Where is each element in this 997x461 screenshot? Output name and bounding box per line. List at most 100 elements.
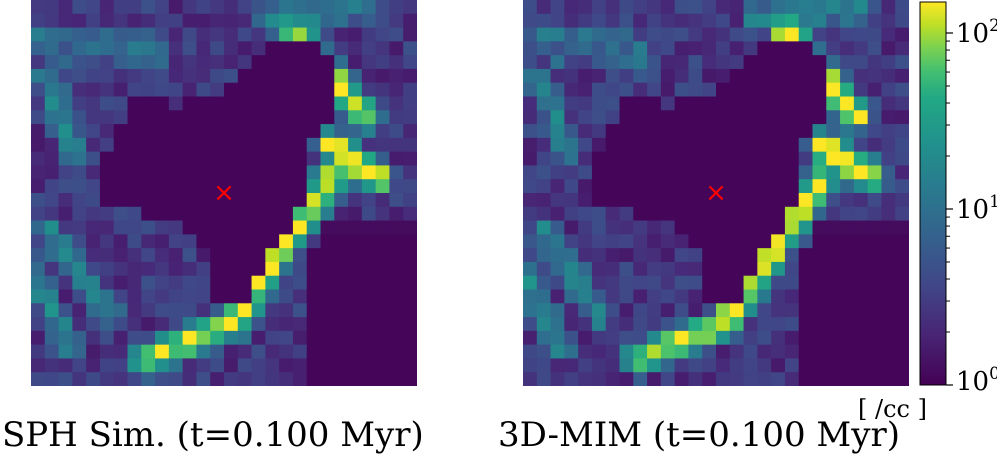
sph-cell xyxy=(403,261,417,277)
sph-cell xyxy=(58,165,73,180)
mim-cell xyxy=(771,261,786,277)
sph-cell xyxy=(334,220,349,235)
mim-cell xyxy=(605,82,620,97)
mim-cell xyxy=(812,344,827,359)
mim-cell xyxy=(523,220,538,235)
sph-cell xyxy=(44,179,59,194)
sph-cell xyxy=(99,330,115,346)
sph-cell xyxy=(31,55,46,70)
mim-cell xyxy=(729,344,744,359)
sph-cell xyxy=(389,317,404,332)
mim-cell xyxy=(812,372,827,386)
mim-cell xyxy=(660,179,676,194)
sph-cell xyxy=(141,372,156,386)
sph-cell xyxy=(292,27,308,42)
mim-cell xyxy=(702,41,717,56)
sph-cell xyxy=(113,234,128,249)
mim-cell xyxy=(716,303,731,318)
sph-cell xyxy=(113,41,128,56)
sph-cell xyxy=(86,275,101,290)
mim-cell xyxy=(688,358,703,373)
mim-cell xyxy=(591,261,607,277)
sph-cell xyxy=(389,206,404,221)
mim-cell xyxy=(660,330,676,346)
mim-cell xyxy=(743,261,758,277)
mim-cell xyxy=(853,275,869,290)
sph-cell xyxy=(182,96,197,111)
colorbar-gradient xyxy=(919,1,947,386)
mim-cell xyxy=(605,55,620,70)
mim-cell xyxy=(784,372,800,386)
sph-cell xyxy=(292,110,308,125)
mim-cell xyxy=(853,82,869,97)
mim-cell xyxy=(743,275,758,290)
mim-cell xyxy=(867,110,882,125)
sph-cell xyxy=(251,0,266,15)
sph-cell xyxy=(182,289,197,304)
mim-cell xyxy=(895,110,909,125)
sph-cell xyxy=(86,206,101,221)
sph-cell xyxy=(334,261,349,277)
sph-cell xyxy=(99,151,115,166)
sph-cell xyxy=(58,358,73,373)
sph-cell xyxy=(44,68,59,84)
sph-cell xyxy=(265,55,280,70)
sph-cell xyxy=(31,151,46,166)
sph-cell xyxy=(306,110,321,125)
mim-cell xyxy=(743,317,758,332)
mim-cell xyxy=(812,275,827,290)
sph-cell xyxy=(210,344,225,359)
mim-cell xyxy=(591,275,607,290)
sph-cell xyxy=(58,13,73,28)
sph-cell xyxy=(348,344,363,359)
sph-cell xyxy=(279,137,294,153)
sph-cell xyxy=(44,275,59,290)
mim-cell xyxy=(550,124,565,139)
sph-cell xyxy=(31,41,46,56)
mim-cell xyxy=(881,261,896,277)
mim-cell xyxy=(633,179,648,194)
sph-cell xyxy=(389,289,404,304)
sph-cell xyxy=(306,165,321,180)
sph-cell xyxy=(292,13,308,28)
mim-cell xyxy=(881,317,896,332)
sph-cell xyxy=(334,372,349,386)
sph-cell xyxy=(334,0,349,15)
mim-cell xyxy=(523,275,538,290)
mim-cell xyxy=(771,303,786,318)
sph-cell xyxy=(375,96,390,111)
mim-cell xyxy=(881,220,896,235)
mim-cell xyxy=(812,41,827,56)
sph-cell xyxy=(320,124,335,139)
mim-cell xyxy=(716,372,731,386)
sph-cell xyxy=(113,13,128,28)
mim-cell xyxy=(647,137,662,153)
sph-cell xyxy=(196,82,211,97)
sph-cell xyxy=(348,137,363,153)
mim-cell xyxy=(564,110,579,125)
sph-cell xyxy=(72,96,87,111)
mim-cell xyxy=(523,303,538,318)
mim-cell xyxy=(550,165,565,180)
mim-cell xyxy=(867,275,882,290)
sph-cell xyxy=(31,0,46,15)
mim-cell xyxy=(647,317,662,332)
mim-cell xyxy=(578,0,593,15)
sph-cell xyxy=(196,372,211,386)
caption-mim: 3D-MIM (t=0.100 Myr) xyxy=(498,415,900,455)
sph-cell xyxy=(237,317,252,332)
mim-cell xyxy=(743,344,758,359)
sph-cell xyxy=(224,275,239,290)
mim-cell xyxy=(784,261,800,277)
sph-cell xyxy=(196,275,211,290)
sph-cell xyxy=(113,151,128,166)
sph-cell xyxy=(99,179,115,194)
sph-cell xyxy=(72,151,87,166)
sph-cell xyxy=(44,372,59,386)
mim-cell xyxy=(660,68,676,84)
sph-cell xyxy=(279,55,294,70)
sph-cell xyxy=(72,275,87,290)
sph-cell xyxy=(127,358,142,373)
mim-cell xyxy=(895,55,909,70)
mim-cell xyxy=(674,234,689,249)
